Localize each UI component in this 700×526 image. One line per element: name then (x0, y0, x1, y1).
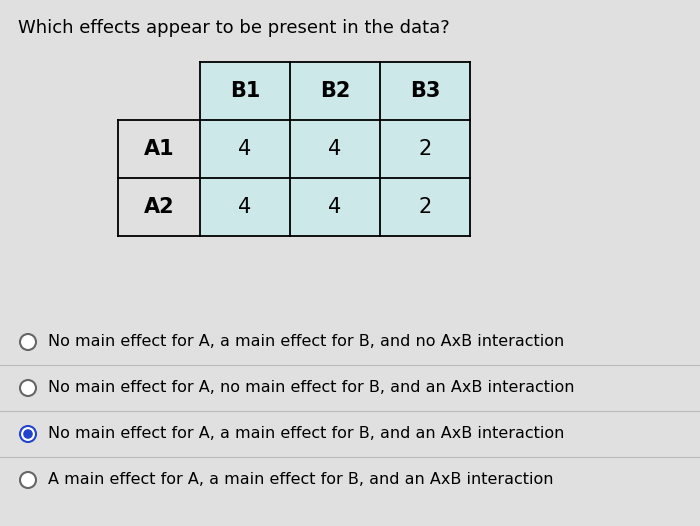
Text: 4: 4 (328, 139, 342, 159)
Text: 4: 4 (239, 197, 251, 217)
Text: 4: 4 (239, 139, 251, 159)
Text: No main effect for A, no main effect for B, and an AxB interaction: No main effect for A, no main effect for… (48, 380, 575, 396)
Text: No main effect for A, a main effect for B, and an AxB interaction: No main effect for A, a main effect for … (48, 427, 564, 441)
Text: A2: A2 (144, 197, 174, 217)
Text: B3: B3 (410, 81, 440, 101)
Text: No main effect for A, a main effect for B, and no AxB interaction: No main effect for A, a main effect for … (48, 335, 564, 349)
Circle shape (20, 334, 36, 350)
Circle shape (20, 472, 36, 488)
Text: A1: A1 (144, 139, 174, 159)
Text: A main effect for A, a main effect for B, and an AxB interaction: A main effect for A, a main effect for B… (48, 472, 554, 488)
Text: 2: 2 (419, 197, 432, 217)
Circle shape (20, 426, 36, 442)
Bar (200, 62, 470, 236)
Text: Which effects appear to be present in the data?: Which effects appear to be present in th… (18, 19, 449, 37)
Text: 2: 2 (419, 139, 432, 159)
Circle shape (20, 380, 36, 396)
Text: 4: 4 (328, 197, 342, 217)
Text: B1: B1 (230, 81, 260, 101)
Circle shape (23, 429, 33, 439)
Text: B2: B2 (320, 81, 350, 101)
